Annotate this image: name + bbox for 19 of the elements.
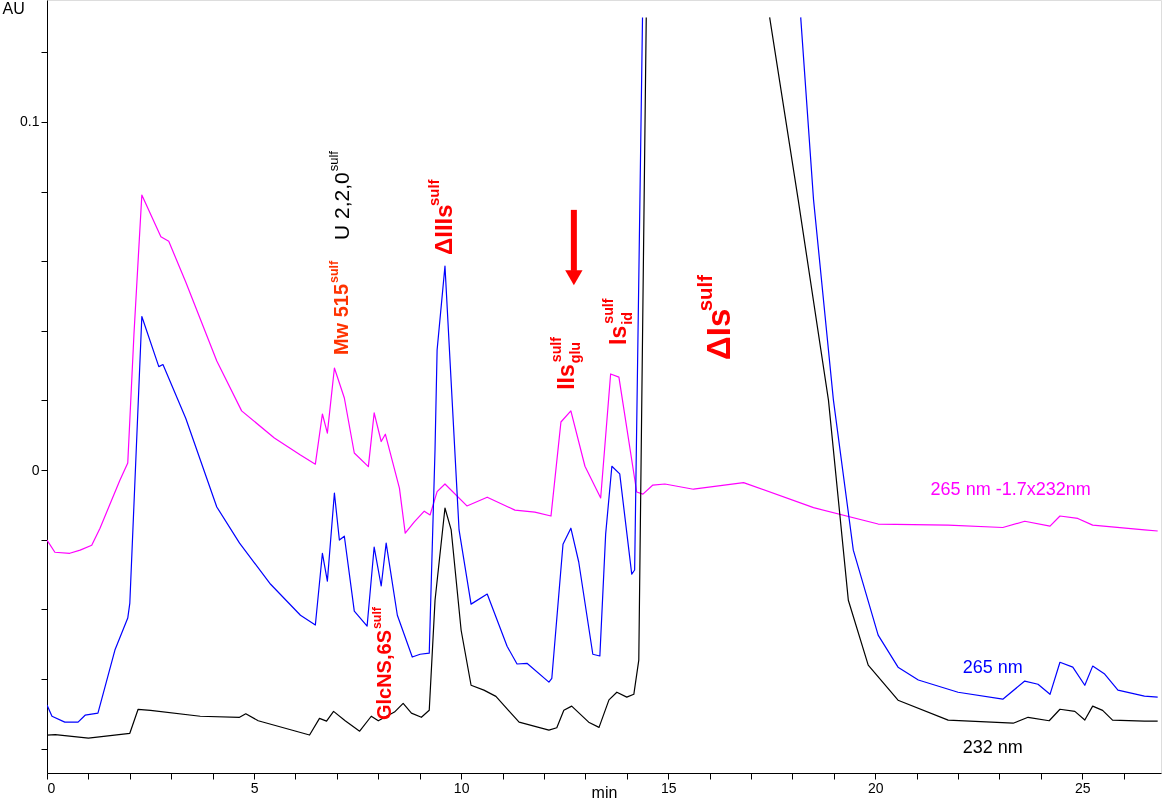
annotation: IIsglusulf [548, 336, 584, 390]
x-tick-label: 10 [453, 779, 470, 796]
x-tick-label: 25 [1075, 779, 1091, 796]
annotation: ΔIssulf [693, 274, 737, 360]
annotation: U 2,2,0sulf [326, 150, 353, 240]
y-tick-label: 0.1 [20, 113, 40, 130]
annotation: Isidsulf [599, 298, 635, 345]
annotation: GlcNS,6Ssulf [369, 606, 396, 721]
x-tick-label: 15 [660, 779, 677, 796]
x-tick-label: 0 [47, 779, 56, 796]
x-tick-label: 20 [867, 779, 884, 796]
x-axis-title: min [591, 783, 618, 801]
series-label: 265 nm [962, 657, 1023, 678]
series-label: 265 nm -1.7x232nm [930, 479, 1091, 499]
annotation: Mw 515sulf [327, 260, 353, 356]
x-tick-label: 5 [250, 779, 259, 796]
annotation: ΔIIIssulf [425, 179, 457, 256]
series-label: 232 nm [962, 737, 1023, 758]
y-axis-title: AU [2, 0, 25, 17]
